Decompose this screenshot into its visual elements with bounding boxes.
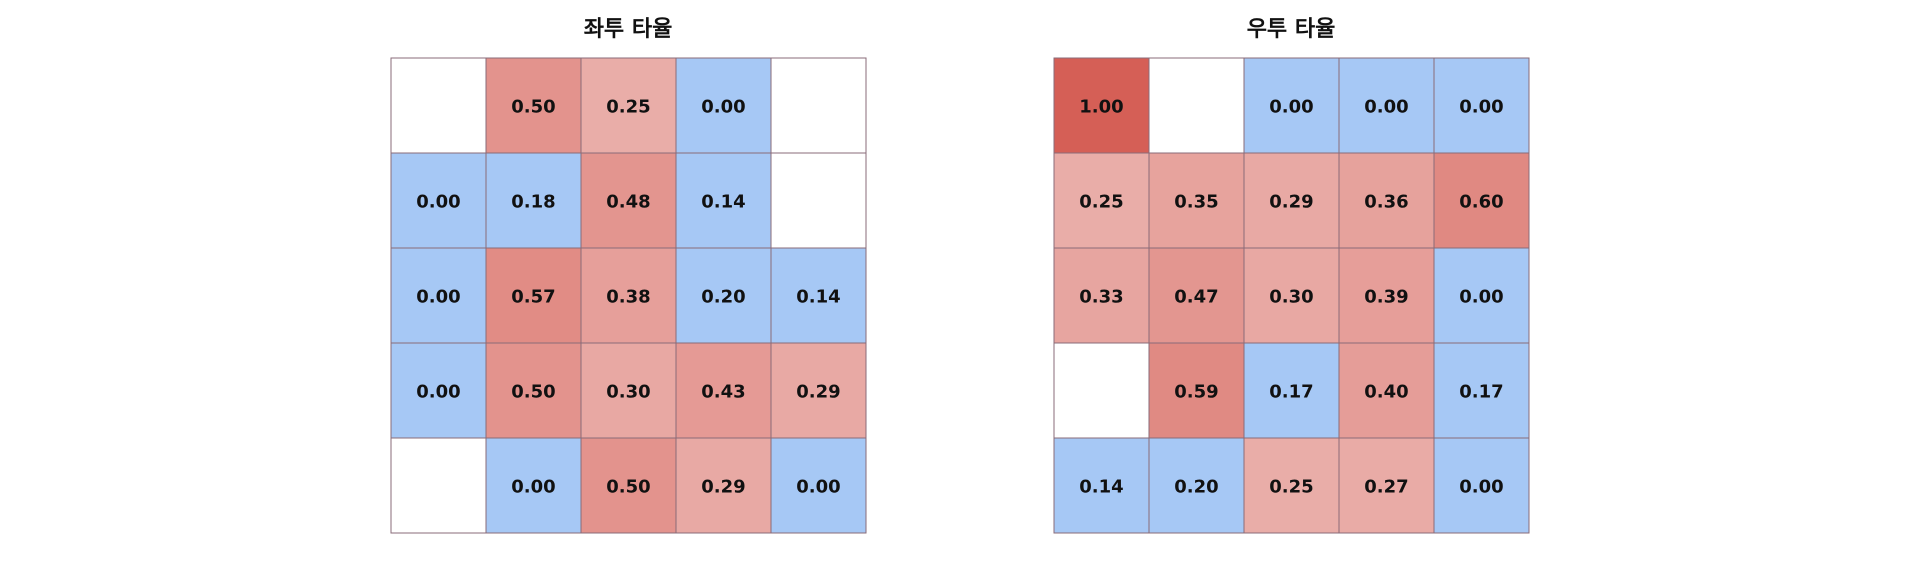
heatmap-cell <box>770 437 867 534</box>
chart-title: 우투 타율 <box>1247 17 1336 42</box>
heatmap-cell <box>1053 437 1150 534</box>
cell-value-label: 0.00 <box>1459 477 1503 498</box>
cell-value-label: 0.25 <box>606 97 650 118</box>
heatmap-cell <box>675 57 772 154</box>
cell-value-label: 0.33 <box>1079 287 1123 308</box>
cell-value-label: 0.14 <box>701 192 745 213</box>
heatmap-cell <box>1243 152 1340 249</box>
heatmap-cell <box>1053 57 1150 154</box>
heatmap-cell <box>1433 152 1530 249</box>
cell-value-label: 0.00 <box>1459 97 1503 118</box>
cell-value-label: 0.50 <box>606 477 650 498</box>
cell-value-label: 0.20 <box>701 287 745 308</box>
cell-value-label: 0.00 <box>701 97 745 118</box>
cell-value-label: 0.60 <box>1459 192 1503 213</box>
heatmap-cell <box>1053 342 1150 439</box>
heatmap-cell <box>675 437 772 534</box>
cell-value-label: 0.48 <box>606 192 650 213</box>
cell-value-label: 0.18 <box>511 192 555 213</box>
cell-value-label: 0.20 <box>1174 477 1218 498</box>
cell-value-label: 0.00 <box>1459 287 1503 308</box>
chart-title: 좌투 타율 <box>584 17 673 42</box>
cell-value-label: 0.36 <box>1364 192 1408 213</box>
cell-value-label: 0.17 <box>1269 382 1313 403</box>
heatmap-cell <box>1148 342 1245 439</box>
heatmap-cell <box>770 57 867 154</box>
cell-value-label: 0.43 <box>701 382 745 403</box>
heatmap-cell <box>1433 247 1530 344</box>
cell-value-label: 0.57 <box>511 287 555 308</box>
cell-value-label: 0.25 <box>1079 192 1123 213</box>
cell-value-label: 0.00 <box>1364 97 1408 118</box>
heatmap-cell <box>770 152 867 249</box>
cell-value-label: 0.50 <box>511 97 555 118</box>
heatmap-cell <box>485 342 582 439</box>
cell-value-label: 0.00 <box>511 477 555 498</box>
heatmap-cell <box>1433 342 1530 439</box>
heatmap-cell <box>1338 152 1435 249</box>
heatmap-cell <box>485 152 582 249</box>
cell-value-label: 0.29 <box>1269 192 1313 213</box>
heatmap-cell <box>770 247 867 344</box>
cell-value-label: 0.14 <box>1079 477 1123 498</box>
cell-value-label: 0.50 <box>511 382 555 403</box>
heatmap-cell <box>390 57 487 154</box>
heatmap-cell <box>390 152 487 249</box>
heatmap-cell <box>1243 57 1340 154</box>
heatmap-cell <box>390 342 487 439</box>
heatmap-cell <box>1433 437 1530 534</box>
heatmap-cell <box>1148 437 1245 534</box>
heatmap-cell <box>580 342 677 439</box>
heatmap-cell <box>580 152 677 249</box>
heatmap-cell <box>1243 342 1340 439</box>
cell-value-label: 0.27 <box>1364 477 1408 498</box>
cell-value-label: 0.35 <box>1174 192 1218 213</box>
heatmap-cell <box>390 437 487 534</box>
cell-value-label: 0.00 <box>416 287 460 308</box>
heatmap-cell <box>770 342 867 439</box>
cell-value-label: 0.14 <box>796 287 840 308</box>
cell-value-label: 0.40 <box>1364 382 1408 403</box>
heatmap-cell <box>485 57 582 154</box>
cell-value-label: 0.25 <box>1269 477 1313 498</box>
cell-value-label: 0.30 <box>606 382 650 403</box>
heatmap-cell <box>1338 342 1435 439</box>
cell-value-label: 0.00 <box>416 382 460 403</box>
heatmap-cell <box>1338 437 1435 534</box>
cell-value-label: 0.38 <box>606 287 650 308</box>
heatmap-cell <box>1148 57 1245 154</box>
cell-value-label: 0.00 <box>796 477 840 498</box>
cell-value-label: 0.00 <box>1269 97 1313 118</box>
cell-value-label: 1.00 <box>1079 97 1123 118</box>
left-pitcher-heatmap: 좌투 타율 0.50 0.25 0.00 0.00 0.18 0.48 0.14 0.00 0.… <box>390 17 867 534</box>
heatmap-cell <box>675 342 772 439</box>
heatmap-cell <box>1433 57 1530 154</box>
cell-value-label: 0.00 <box>416 192 460 213</box>
heatmap-cell <box>1148 152 1245 249</box>
heatmap-cell <box>1053 247 1150 344</box>
heatmap-cell <box>580 437 677 534</box>
cell-value-label: 0.39 <box>1364 287 1408 308</box>
heatmap-cell <box>580 57 677 154</box>
heatmap-cell <box>485 437 582 534</box>
right-pitcher-heatmap: 우투 타율 1.00 0.00 0.00 0.00 0.25 0.35 0.29 0.36 0.… <box>1053 17 1530 534</box>
heatmap-cell <box>580 247 677 344</box>
cell-value-label: 0.29 <box>701 477 745 498</box>
cell-value-label: 0.59 <box>1174 382 1218 403</box>
heatmap-cell <box>1243 437 1340 534</box>
heatmap-cell <box>390 247 487 344</box>
cell-value-label: 0.17 <box>1459 382 1503 403</box>
cell-value-label: 0.47 <box>1174 287 1218 308</box>
cell-value-label: 0.29 <box>796 382 840 403</box>
cell-value-label: 0.30 <box>1269 287 1313 308</box>
